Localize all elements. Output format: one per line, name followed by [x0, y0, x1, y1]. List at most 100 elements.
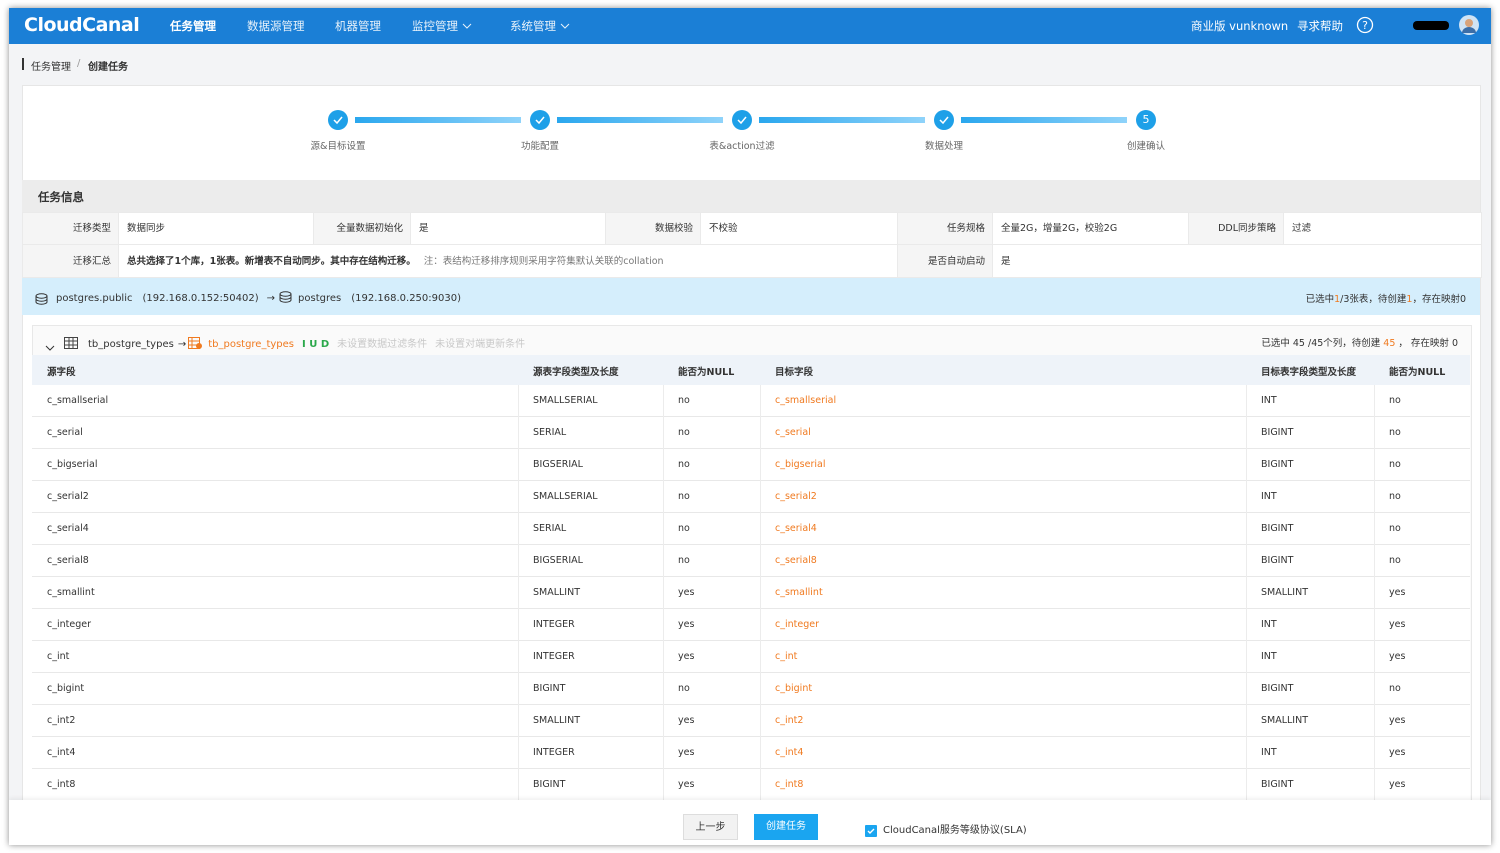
help-link[interactable]: 寻求帮助 — [1297, 19, 1343, 33]
checkbox[interactable] — [865, 822, 877, 841]
cell: yes — [1389, 715, 1406, 726]
cell-border — [1374, 673, 1375, 705]
cell: SMALLINT — [533, 715, 581, 726]
cell: BIGSERIAL — [533, 459, 583, 470]
table-row — [32, 577, 1470, 609]
cell: BIGINT — [1261, 683, 1294, 694]
cell: yes — [678, 779, 695, 790]
cell: c_smallint — [47, 587, 95, 598]
table-summary: 已选中 45 /45个列，待创建 45 ， 存在映射 0 — [1150, 335, 1458, 349]
cell-border — [1246, 641, 1247, 673]
cell-border — [1374, 417, 1375, 449]
cell-border — [1374, 609, 1375, 641]
step-label: 源&目标设置 — [310, 141, 366, 152]
avatar — [1459, 15, 1479, 39]
note: 注：表结构迁移排序规则采用字符集默认关联的collation — [423, 256, 664, 267]
cell: SERIAL — [533, 523, 567, 534]
cell: BIGINT — [1261, 427, 1294, 438]
cell-border — [663, 577, 664, 609]
table-row — [32, 705, 1470, 737]
cell: INTEGER — [533, 619, 575, 630]
nav-item[interactable]: 数据源管理 — [247, 19, 305, 33]
cell: c_serial4 — [775, 523, 817, 534]
info-label: 是否自动启动 — [897, 244, 994, 278]
cell-border — [518, 769, 519, 801]
nav-item[interactable]: 监控管理 — [412, 18, 472, 34]
cell: c_int2 — [47, 715, 76, 726]
cell: BIGINT — [1261, 523, 1294, 534]
step-circle — [328, 110, 348, 130]
nav-bar — [9, 8, 1491, 44]
cell-border — [1374, 769, 1375, 801]
table-row — [32, 481, 1470, 513]
cell-border — [1374, 545, 1375, 577]
create-button[interactable]: 创建任务 — [754, 814, 818, 840]
section-header — [22, 180, 1480, 212]
db-bar — [22, 278, 1480, 315]
cell-border — [760, 673, 761, 705]
cell: BIGINT — [533, 683, 566, 694]
info-label: 迁移汇总 — [22, 244, 120, 278]
logo: CloudCanal — [24, 14, 140, 36]
cell: BIGINT — [1261, 555, 1294, 566]
cell: yes — [678, 619, 695, 630]
section-title: 任务信息 — [38, 190, 84, 204]
cell: c_serial2 — [775, 491, 817, 502]
actions: I U D — [302, 339, 330, 350]
cell: no — [678, 459, 690, 470]
cell-border — [1246, 417, 1247, 449]
step-label: 功能配置 — [520, 141, 559, 152]
table-row — [32, 417, 1470, 449]
cell: c_serial8 — [775, 555, 817, 566]
cell-border — [1374, 705, 1375, 737]
cell: c_bigserial — [775, 459, 826, 470]
cell-border — [518, 641, 519, 673]
cell: yes — [1389, 587, 1406, 598]
cell: no — [1389, 395, 1401, 406]
cell-border — [760, 609, 761, 641]
cell-border — [518, 417, 519, 449]
cell-border — [1246, 705, 1247, 737]
cell-border — [760, 577, 761, 609]
column-header: 目标字段 — [775, 367, 814, 378]
cell-border — [1246, 513, 1247, 545]
table-row — [32, 513, 1470, 545]
cell-border — [760, 545, 761, 577]
cell-border — [663, 641, 664, 673]
cell: c_smallint — [775, 587, 823, 598]
update-cond: 未设置对端更新条件 — [435, 339, 526, 350]
cell-border — [1374, 577, 1375, 609]
db-target: postgres — [298, 293, 342, 304]
edition: 商业版 vunknown — [1191, 19, 1289, 33]
nav-item[interactable]: 任务管理 — [170, 19, 216, 33]
cell-border — [1246, 449, 1247, 481]
step-circle — [934, 110, 954, 130]
cell: c_int4 — [47, 747, 76, 758]
app-window: CloudCanal 任务管理 数据源管理 机器管理 监控管理 系统管理 商业版 vunkn… — [9, 8, 1491, 845]
cell-border — [1246, 577, 1247, 609]
prev-button[interactable]: 上一步 — [683, 814, 738, 840]
cell-border — [760, 769, 761, 801]
step-circle — [732, 110, 752, 130]
cell-border — [1246, 609, 1247, 641]
cell-border — [1246, 385, 1247, 417]
cell-border — [518, 449, 519, 481]
step-circle: 5 — [1136, 110, 1156, 130]
info-value: 是 — [410, 212, 607, 245]
breadcrumb[interactable]: 任务管理 — [31, 62, 71, 73]
table-icon — [64, 334, 78, 353]
cell: BIGINT — [1261, 779, 1294, 790]
expand-toggle[interactable] — [45, 337, 55, 356]
sla-label[interactable]: CloudCanal服务等级协议(SLA) — [883, 825, 1027, 836]
cell: INTEGER — [533, 651, 575, 662]
nav-item[interactable]: 系统管理 — [510, 18, 570, 34]
cell-border — [663, 609, 664, 641]
cell-border — [518, 481, 519, 513]
cell-border — [760, 513, 761, 545]
nav-item[interactable]: 机器管理 — [335, 19, 381, 33]
cell: c_integer — [47, 619, 91, 630]
cell-border — [663, 545, 664, 577]
cell: INTEGER — [533, 747, 575, 758]
cell: BIGINT — [1261, 459, 1294, 470]
redacted — [1413, 21, 1449, 30]
